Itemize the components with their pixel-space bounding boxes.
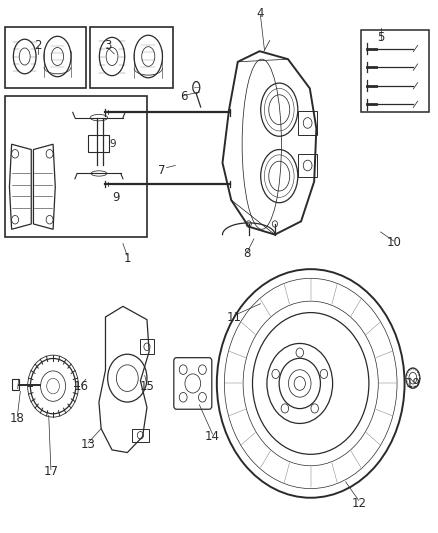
Text: 5: 5 [377,31,384,44]
Bar [361,30,428,112]
Text: 19: 19 [406,377,421,390]
Bar [132,429,149,442]
Text: 14: 14 [205,430,220,443]
Bar [88,135,110,152]
Bar [141,340,153,354]
Text: 16: 16 [74,379,89,393]
Text: 17: 17 [43,465,58,478]
Bar [298,111,317,135]
Bar [298,154,317,177]
Text: 15: 15 [140,379,155,393]
Text: 10: 10 [386,236,401,249]
Text: 9: 9 [113,191,120,204]
Text: 4: 4 [257,7,264,20]
Bar [12,379,18,390]
Text: 12: 12 [351,497,366,510]
Text: 1: 1 [124,252,131,265]
Text: 18: 18 [10,411,25,424]
Text: 11: 11 [227,311,242,324]
Text: 13: 13 [81,438,95,451]
Bar [5,27,86,88]
Text: 6: 6 [180,90,188,103]
Bar [90,27,173,88]
Text: 8: 8 [244,247,251,260]
Text: 3: 3 [104,39,111,52]
Bar [5,96,147,237]
Text: 2: 2 [34,39,42,52]
Text: 9: 9 [110,139,117,149]
Text: 7: 7 [159,164,166,177]
